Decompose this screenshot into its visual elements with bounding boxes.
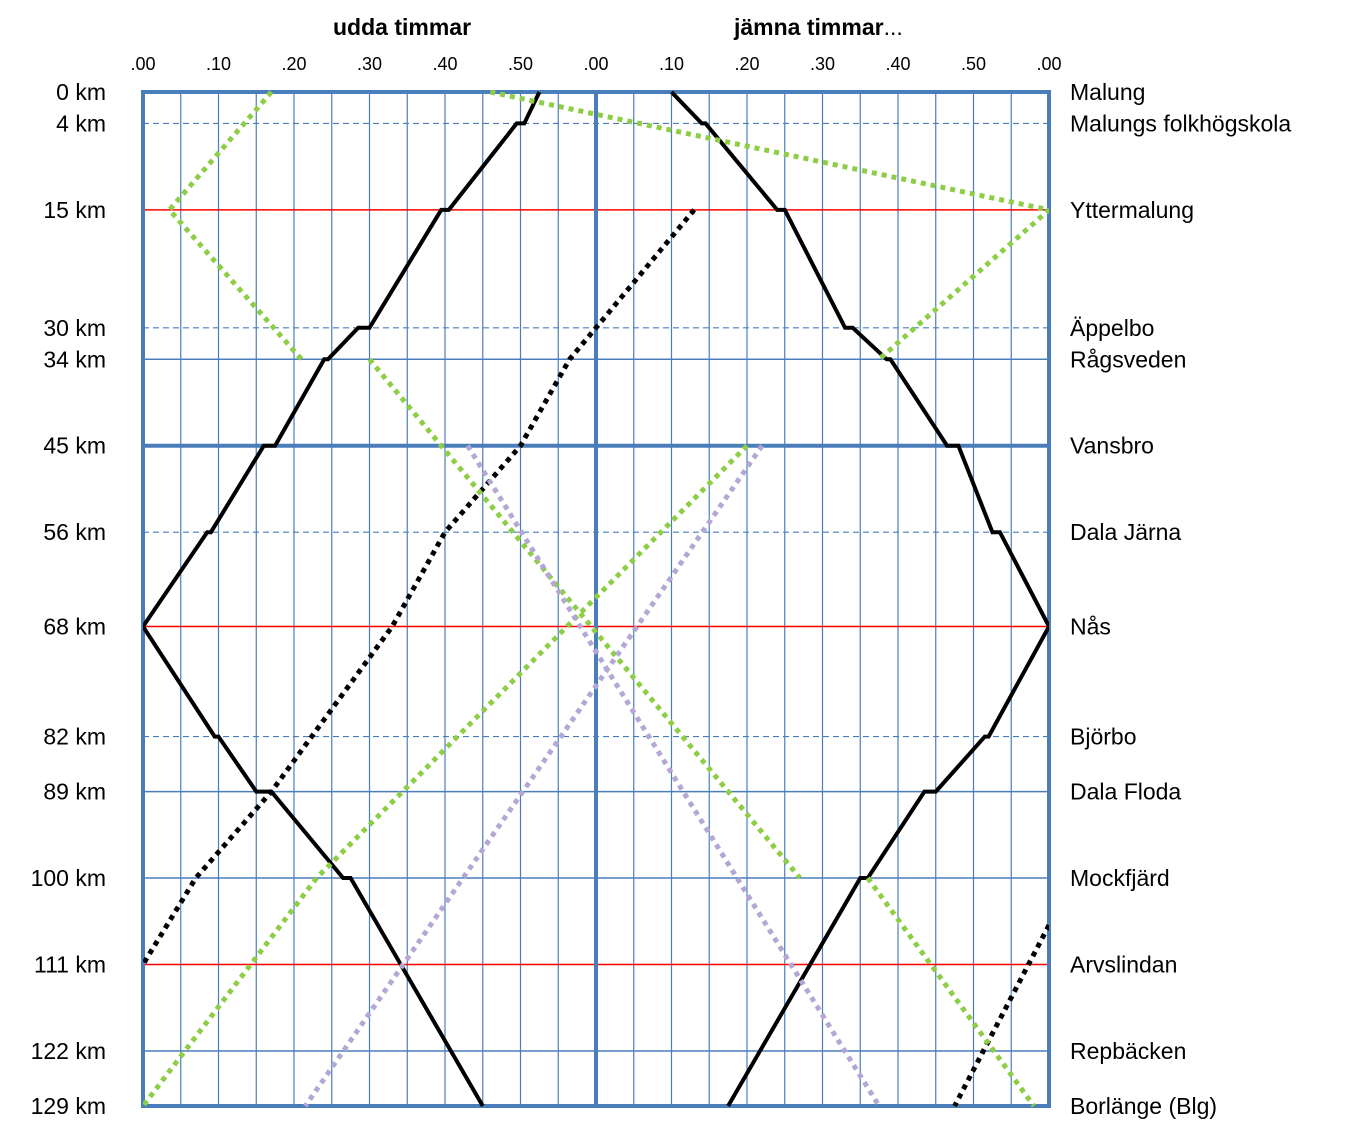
station-label: Äppelbo: [1070, 315, 1154, 341]
x-tick-label: .50: [961, 54, 986, 74]
station-label: Yttermalung: [1070, 197, 1194, 223]
x-tick-label: .50: [508, 54, 533, 74]
station-label: Mockfjärd: [1070, 865, 1170, 891]
km-label: 4 km: [56, 110, 106, 136]
series-3-line: [143, 443, 749, 1108]
x-tick-label: .20: [281, 54, 306, 74]
x-tick-label: .00: [1036, 54, 1061, 74]
series-3-line: [489, 90, 1049, 362]
km-label: 89 km: [43, 779, 106, 805]
series-2-line: [143, 208, 697, 966]
station-label: Malung: [1070, 79, 1145, 105]
km-label: 68 km: [43, 614, 106, 640]
x-tick-label: .10: [206, 54, 231, 74]
x-tick-label: .30: [357, 54, 382, 74]
station-label: Vansbro: [1070, 433, 1154, 459]
km-label: 129 km: [31, 1093, 106, 1119]
series-0-line: [143, 91, 542, 1108]
station-label: Dala Floda: [1070, 779, 1181, 805]
series-1-line: [670, 90, 1049, 1108]
km-label: 100 km: [31, 865, 106, 891]
header-udda-timmar: udda timmar: [333, 14, 472, 40]
x-tick-label: .30: [810, 54, 835, 74]
series-3-line: [166, 90, 304, 361]
km-label: 56 km: [43, 519, 106, 545]
km-label: 34 km: [43, 346, 106, 372]
series-2-line: [952, 924, 1049, 1108]
station-label: Repbäcken: [1070, 1038, 1186, 1064]
x-tick-label: .00: [130, 54, 155, 74]
series-4-line: [303, 444, 765, 1108]
series-3-line: [367, 357, 802, 880]
x-tick-label: .20: [734, 54, 759, 74]
x-tick-label: .40: [885, 54, 910, 74]
station-label: Björbo: [1070, 724, 1136, 750]
station-label: Arvslindan: [1070, 952, 1177, 978]
km-label: 111 km: [34, 952, 106, 978]
series-4-line: [465, 444, 882, 1108]
header-jamna-timmar: jämna timmar...: [734, 14, 903, 40]
km-label: 45 km: [43, 433, 106, 459]
km-label: 30 km: [43, 315, 106, 341]
station-label: Nås: [1070, 614, 1111, 640]
x-tick-label: .00: [583, 54, 608, 74]
series-3-line: [865, 876, 1036, 1108]
station-label: Rågsveden: [1070, 346, 1186, 372]
km-label: 15 km: [43, 197, 106, 223]
station-label: Dala Järna: [1070, 519, 1181, 545]
km-label: 122 km: [31, 1038, 106, 1064]
km-label: 82 km: [43, 724, 106, 750]
station-label: Borlänge (Blg): [1070, 1093, 1217, 1119]
km-label: 0 km: [56, 79, 106, 105]
x-tick-label: .10: [659, 54, 684, 74]
x-tick-label: .40: [432, 54, 457, 74]
station-label: Malungs folkhögskola: [1070, 110, 1291, 136]
